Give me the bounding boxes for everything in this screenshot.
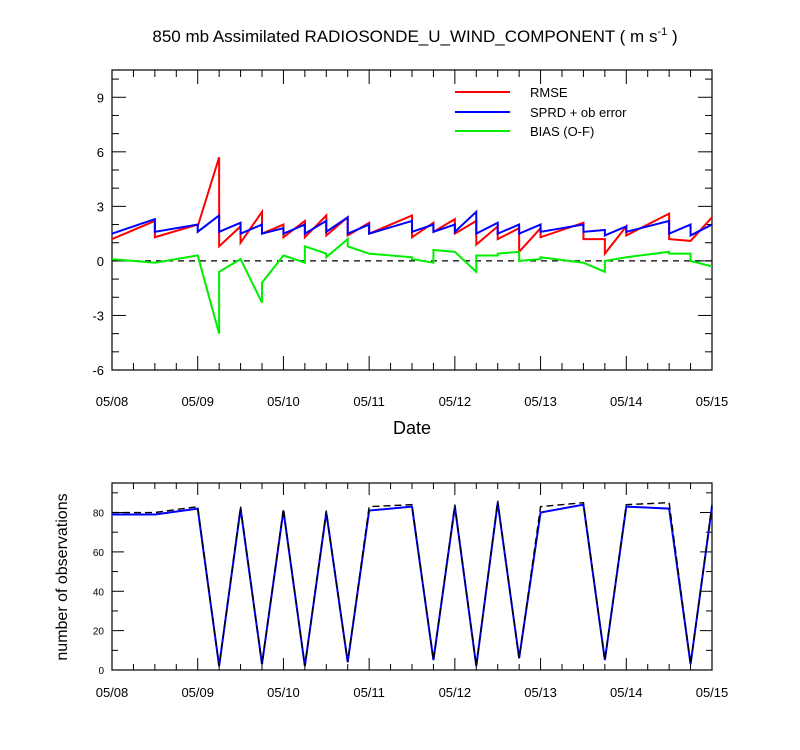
x-tick-label-1-3: 05/11 — [353, 685, 385, 700]
y-tick-label-1-4: 80 — [93, 509, 105, 520]
x-tick-label-0-7: 05/15 — [696, 394, 729, 409]
series-line-sprd-ob-error — [111, 209, 713, 238]
y-tick-label-0-3: 3 — [97, 199, 104, 214]
top-series-group — [111, 156, 713, 334]
legend-label-sprd: SPRD + ob error — [530, 105, 627, 120]
legend: RMSE SPRD + ob error BIAS (O-F) — [455, 85, 627, 139]
y-tick-label-0-2: 0 — [97, 254, 104, 269]
chart-title: 850 mb Assimilated RADIOSONDE_U_WIND_COM… — [152, 26, 677, 46]
x-tick-label-0-6: 05/14 — [610, 394, 643, 409]
y-tick-label-0-4: 6 — [97, 145, 104, 160]
x-tick-label-1-7: 05/15 — [696, 685, 729, 700]
top-axis-ticks — [111, 70, 713, 371]
series-line-rmse — [111, 156, 713, 257]
x-tick-label-1-0: 05/08 — [96, 685, 129, 700]
y-tick-label-0-0: -6 — [92, 363, 104, 378]
y-tick-label-1-2: 40 — [93, 587, 105, 598]
x-tick-label-0-3: 05/11 — [353, 394, 385, 409]
y-tick-label-0-5: 9 — [97, 90, 104, 105]
x-tick-label-1-1: 05/09 — [181, 685, 214, 700]
bottom-x-tick-labels: 05/08 05/09 05/10 05/11 05/12 05/13 05/14 05/15 — [96, 685, 729, 700]
y-tick-label-1-3: 60 — [93, 548, 105, 559]
bottom-chart-panel: 0 20 40 60 80 05/08 05/09 05/10 05/11 05/12 05/13… — [54, 482, 729, 700]
series-line-possible — [112, 500, 713, 667]
x-tick-label-1-4: 05/12 — [439, 685, 472, 700]
series-line-bias-o-f — [111, 236, 713, 334]
x-tick-label-0-5: 05/13 — [524, 394, 557, 409]
x-tick-label-1-5: 05/13 — [524, 685, 557, 700]
top-x-tick-labels: 05/08 05/09 05/10 05/11 05/12 05/13 05/14 05/15 — [96, 394, 729, 409]
x-tick-label-0-4: 05/12 — [439, 394, 472, 409]
x-tick-label-0-0: 05/08 — [96, 394, 129, 409]
x-tick-label-1-2: 05/10 — [267, 685, 300, 700]
y-tick-label-0-1: -3 — [92, 308, 104, 323]
bottom-y-tick-labels: 0 20 40 60 80 — [93, 509, 105, 677]
legend-label-rmse: RMSE — [530, 85, 568, 100]
x-tick-label-0-2: 05/10 — [267, 394, 300, 409]
x-tick-label-0-1: 05/09 — [181, 394, 214, 409]
y-tick-label-1-0: 0 — [98, 666, 104, 677]
y-tick-label-1-1: 20 — [93, 627, 105, 638]
x-axis-label: Date — [393, 418, 431, 438]
bottom-series-group — [112, 500, 713, 667]
top-y-tick-labels: -6 -3 0 3 6 9 — [92, 90, 104, 378]
legend-label-bias: BIAS (O-F) — [530, 124, 594, 139]
bottom-axis-ticks — [111, 483, 713, 671]
series-line-assimilated — [112, 502, 713, 667]
x-tick-label-1-6: 05/14 — [610, 685, 643, 700]
y-axis-label-observations: number of observations — [54, 493, 71, 660]
